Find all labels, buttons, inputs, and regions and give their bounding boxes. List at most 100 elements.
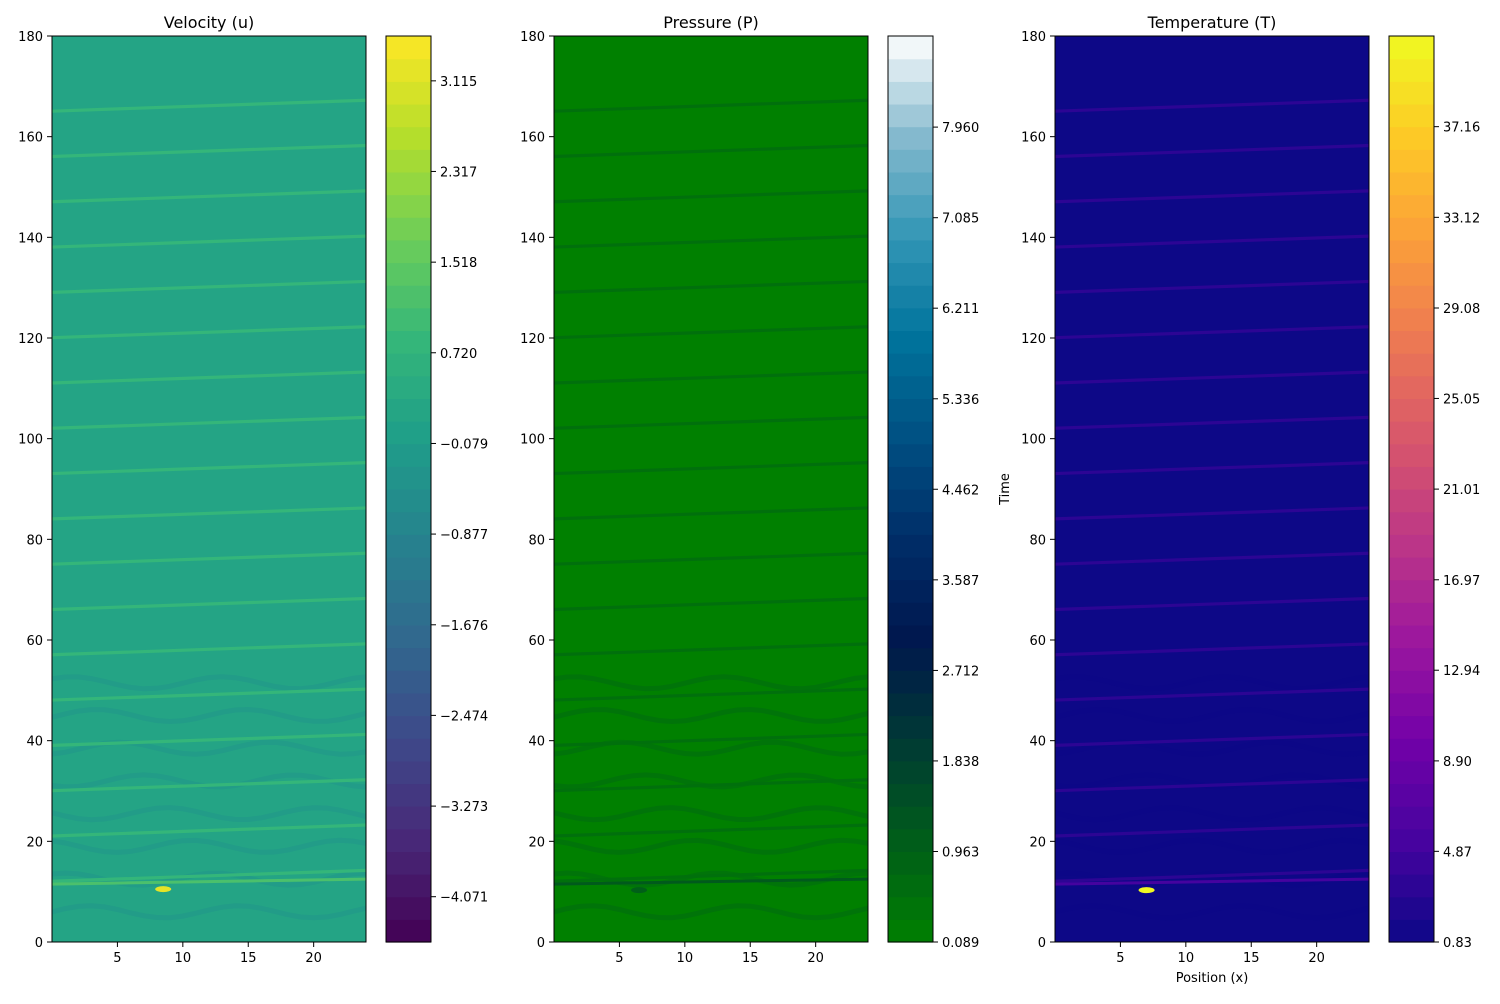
y-tick-label: 20 bbox=[528, 835, 545, 850]
y-tick-label: 40 bbox=[26, 735, 43, 750]
colorbar-segment bbox=[1389, 307, 1434, 332]
y-tick-label: 160 bbox=[1021, 131, 1046, 146]
colorbar-segment bbox=[1389, 874, 1434, 898]
colorbar-segment bbox=[386, 851, 431, 875]
wave-stripe bbox=[1055, 98, 1369, 113]
x-tick-label: 5 bbox=[615, 951, 623, 966]
wave-stripe bbox=[554, 461, 868, 476]
colorbar-tick-label: 3.115 bbox=[440, 75, 477, 90]
colorbar-segment bbox=[1389, 58, 1434, 82]
colorbar-segment bbox=[888, 783, 933, 807]
wave-stripe bbox=[554, 506, 868, 521]
wave-stripe bbox=[554, 823, 868, 838]
x-tick-label: 20 bbox=[305, 951, 322, 966]
field-band bbox=[1055, 837, 1369, 855]
colorbar-segment bbox=[1389, 715, 1434, 739]
y-tick-label: 20 bbox=[1029, 835, 1046, 850]
field-band bbox=[1055, 674, 1369, 692]
colorbar-segment bbox=[888, 851, 933, 875]
colorbar-tick-label: 7.960 bbox=[942, 121, 979, 136]
colorbar-segment bbox=[386, 896, 431, 920]
wave-stripe bbox=[554, 778, 868, 793]
wave-stripe bbox=[52, 778, 366, 793]
colorbar-segment bbox=[1389, 330, 1434, 354]
y-tick-label: 120 bbox=[1021, 332, 1046, 347]
y-tick-label: 140 bbox=[520, 231, 545, 246]
panel-temperature: Temperature (T) 5 10 15 20 0 20 40 60 80 100 120 1… bbox=[1021, 13, 1480, 986]
colorbar-segment bbox=[888, 58, 933, 82]
wave-stripe bbox=[554, 868, 868, 883]
plot-frame bbox=[553, 35, 869, 943]
y-tick-label: 160 bbox=[18, 131, 43, 146]
colorbar-segment bbox=[888, 81, 933, 105]
colorbar-segment bbox=[1389, 398, 1434, 422]
heatmap-field bbox=[52, 36, 366, 942]
colorbar-segment bbox=[1389, 624, 1434, 649]
colorbar-segment bbox=[1389, 375, 1434, 399]
colorbar-tick-label: 29.08 bbox=[1443, 302, 1480, 317]
colorbar-segment bbox=[888, 262, 933, 286]
field-background bbox=[1055, 36, 1369, 942]
colorbar-segment bbox=[386, 421, 431, 445]
colorbar-segment bbox=[888, 285, 933, 309]
colorbar-tick-label: −2.474 bbox=[440, 709, 488, 724]
colorbar-segment bbox=[1389, 126, 1434, 150]
colorbar-segment bbox=[1389, 692, 1434, 717]
colorbar-tick-label: 7.085 bbox=[942, 212, 979, 227]
colorbar: 0.089 0.963 1.838 2.712 3.587 4.462 5.336 6.211… bbox=[887, 35, 979, 951]
colorbar-segment bbox=[386, 217, 431, 241]
wave-stripe bbox=[1055, 234, 1369, 249]
wave-stripe bbox=[1055, 325, 1369, 340]
wave-stripe bbox=[52, 732, 366, 747]
wave-stripe bbox=[52, 551, 366, 566]
y-tick-label: 80 bbox=[528, 533, 545, 548]
colorbar-segment bbox=[1389, 443, 1434, 467]
field-band bbox=[52, 837, 366, 855]
field-band bbox=[52, 706, 366, 725]
colorbar-tick-label: 0.83 bbox=[1443, 936, 1472, 951]
field-band bbox=[554, 805, 868, 823]
colorbar-segment bbox=[888, 556, 933, 581]
colorbar-tick-label: 0.089 bbox=[942, 936, 979, 951]
colorbar-tick-label: 2.712 bbox=[942, 664, 979, 679]
colorbar-segment bbox=[1389, 579, 1434, 603]
y-tick-label: 120 bbox=[520, 332, 545, 347]
field-band bbox=[554, 837, 868, 855]
colorbar-segment bbox=[888, 443, 933, 467]
wave-stripe bbox=[52, 415, 366, 430]
x-tick-label: 10 bbox=[1178, 951, 1195, 966]
colorbar-segment bbox=[888, 421, 933, 445]
colorbar-segment bbox=[386, 171, 431, 196]
colorbar-segment bbox=[888, 534, 933, 558]
wave-stripe bbox=[554, 551, 868, 566]
chart-title: Pressure (P) bbox=[663, 13, 759, 32]
colorbar-segment bbox=[386, 36, 431, 60]
colorbar-segment bbox=[888, 874, 933, 898]
colorbar-segment bbox=[888, 511, 933, 535]
wave-stripe bbox=[554, 279, 868, 294]
colorbar-tick-label: 33.12 bbox=[1443, 211, 1480, 226]
panel-velocity: Velocity (u) 5 10 15 20 0 20 40 60 80 100 120 140 1… bbox=[18, 13, 488, 966]
x-tick-label: 20 bbox=[1308, 951, 1325, 966]
colorbar-segment bbox=[1389, 421, 1434, 445]
colorbar-segment bbox=[386, 489, 431, 513]
chart-title: Temperature (T) bbox=[1147, 13, 1277, 32]
colorbar-segment bbox=[386, 556, 431, 581]
colorbar-segment bbox=[1389, 239, 1434, 264]
wave-stripe bbox=[1055, 143, 1369, 159]
colorbar-segment bbox=[386, 534, 431, 558]
wave-stripe bbox=[554, 370, 868, 385]
colorbar-tick-label: 1.518 bbox=[440, 256, 477, 271]
x-axis: 5 10 15 20 bbox=[1116, 942, 1325, 966]
colorbar-tick-label: 37.16 bbox=[1443, 121, 1480, 136]
wave-stripe bbox=[1055, 732, 1369, 747]
field-band bbox=[554, 903, 868, 921]
colorbar-segment bbox=[1389, 851, 1434, 875]
colorbar-segment bbox=[888, 398, 933, 422]
field-background bbox=[554, 36, 868, 942]
colorbar-segment bbox=[386, 783, 431, 807]
colorbar-segment bbox=[888, 692, 933, 717]
colorbar-tick-label: 6.211 bbox=[942, 302, 979, 317]
colorbar-segment bbox=[888, 375, 933, 399]
colorbar-segment bbox=[1389, 466, 1434, 490]
